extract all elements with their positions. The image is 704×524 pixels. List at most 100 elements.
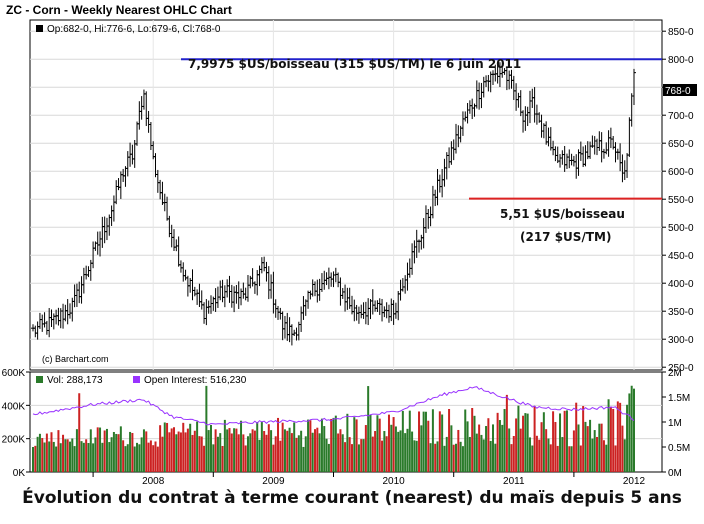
volume-bar (89, 429, 92, 472)
volume-bar (505, 394, 508, 472)
volume-bar (242, 434, 245, 472)
volume-bar (633, 388, 635, 472)
volume-bar (283, 429, 286, 472)
volume-bar (251, 429, 254, 472)
volume-bar (41, 438, 44, 472)
volume-bar (216, 436, 219, 472)
volume-bar (270, 430, 273, 472)
ohlc-legend-label: Op:682-0, Hi:776-6, Lo:679-6, Cl:768-0 (47, 24, 221, 35)
volume-bar (397, 431, 400, 472)
volume-bar (253, 430, 256, 472)
volume-bar (193, 430, 196, 472)
volume-bar (64, 439, 67, 472)
price-tick-label: 800-0 (668, 55, 694, 66)
volume-bar (198, 436, 201, 472)
last-price-tag: 768-0 (665, 86, 691, 97)
volume-bar (392, 417, 395, 472)
volume-bar (455, 443, 458, 472)
volume-bar (182, 422, 185, 472)
volume-bar (260, 421, 263, 472)
volume-bar (535, 435, 538, 472)
volume-bar (445, 436, 448, 472)
volume-bar (226, 429, 229, 472)
volume-bar (177, 431, 180, 472)
volume-bar (263, 431, 266, 472)
volume-bar (147, 442, 150, 472)
volume-bar (390, 424, 393, 472)
volume-bar (295, 437, 298, 472)
volume-bar (575, 402, 578, 472)
volume-bar (311, 432, 314, 472)
volume-bar (82, 442, 85, 472)
volume-bar (170, 428, 173, 472)
volume-bar (602, 440, 605, 472)
volume-bar (186, 428, 189, 472)
volume-bar (579, 445, 582, 472)
volume-bar (78, 393, 81, 472)
volume-bar (381, 440, 384, 472)
volume-bar (115, 433, 118, 472)
volume-bar (267, 424, 270, 472)
volume-tick-label: 200K (2, 435, 26, 446)
volume-bar (237, 434, 240, 472)
volume-bar (330, 418, 333, 472)
volume-bar (385, 436, 388, 472)
volume-bar (427, 420, 430, 472)
volume-bar (436, 441, 439, 472)
volume-bar (466, 421, 469, 472)
volume-bar (443, 445, 446, 472)
volume-bar (404, 433, 407, 472)
volume-bar (570, 446, 573, 472)
volume-bar (577, 424, 580, 472)
volume-bar (528, 437, 531, 472)
volume-bar (596, 436, 599, 472)
volume-bar (101, 442, 104, 472)
volume-bar (223, 419, 226, 472)
volume-bar (200, 436, 203, 472)
volume-bar (196, 421, 199, 472)
x-tick-label: 2008 (142, 476, 165, 487)
high-level-annotation: 7,9975 $US/boisseau (315 $US/TM) le 6 ju… (188, 57, 521, 71)
volume-bar (207, 430, 210, 472)
volume-bar (434, 443, 437, 472)
volume-bar (272, 444, 275, 472)
price-tick-label: 300-0 (668, 335, 694, 346)
volume-bar (448, 409, 451, 472)
volume-bar (408, 410, 411, 472)
volume-bar (598, 423, 601, 472)
volume-bar (140, 437, 143, 472)
volume-bar (152, 445, 155, 472)
volume-bar (142, 429, 145, 472)
volume-tick-label: 0K (13, 468, 26, 479)
volume-bar (593, 430, 596, 472)
volume-bar (431, 409, 434, 472)
volume-bar (94, 437, 97, 472)
volume-bar (277, 417, 280, 472)
volume-bar (314, 429, 317, 472)
volume-bar (473, 415, 476, 472)
ohlc-legend-marker (36, 25, 43, 32)
volume-bar (154, 441, 157, 472)
volume-bar (96, 427, 99, 472)
volume-bar (85, 439, 88, 472)
volume-bar (526, 413, 529, 472)
volume-bar (563, 410, 566, 472)
volume-bar (274, 436, 277, 472)
volume-bar (323, 426, 326, 472)
volume-bar (357, 444, 360, 472)
volume-bar (424, 411, 427, 472)
volume-bar (166, 422, 169, 472)
volume-bar (480, 434, 483, 472)
volume-bar (561, 437, 564, 472)
volume-bar (348, 437, 351, 472)
volume-bar (616, 401, 619, 472)
volume-bar (429, 443, 432, 472)
volume-bar (203, 445, 206, 472)
x-tick-label: 2009 (262, 476, 285, 487)
volume-bar (607, 399, 610, 472)
volume-bar (376, 415, 379, 472)
volume-bar (517, 405, 520, 472)
volume-bar (228, 428, 231, 472)
volume-bar (584, 421, 587, 472)
volume-bar (512, 436, 515, 472)
